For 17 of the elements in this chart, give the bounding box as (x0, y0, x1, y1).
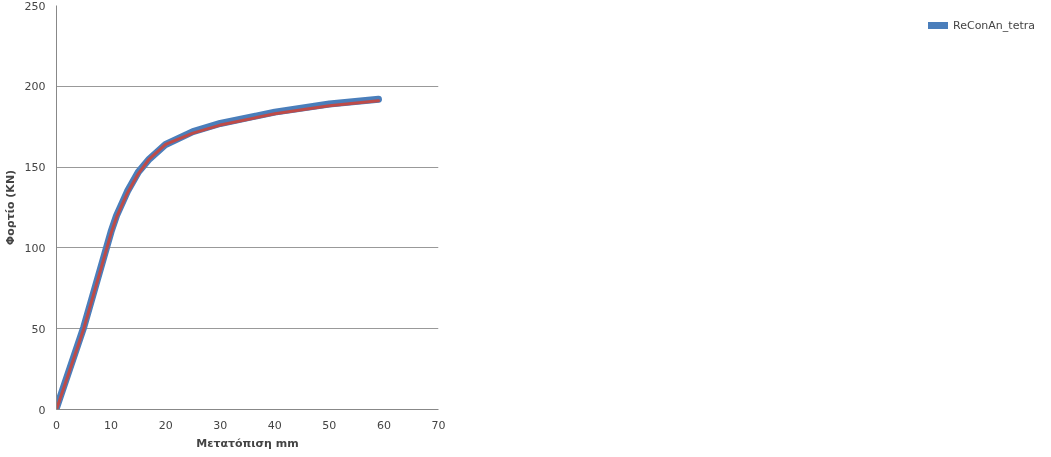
x-tick-label: 30 (213, 418, 228, 432)
x-tick-label: 60 (376, 418, 391, 432)
x-tick-label: 40 (267, 418, 282, 432)
y-tick-label: 100 (24, 241, 46, 255)
y-tick-label: 150 (24, 161, 46, 175)
y-tick-label: 50 (31, 322, 46, 336)
y-tick-label: 200 (24, 80, 46, 94)
x-tick-label: 0 (53, 418, 60, 432)
y-axis-title: Φορτίο (KN) (3, 169, 17, 246)
y-tick-label: 0 (38, 403, 46, 417)
x-tick-label: 70 (431, 418, 446, 432)
x-axis-title: Μετατόπιση mm (196, 436, 299, 450)
x-tick-label: 10 (104, 418, 119, 432)
x-tick-label: 50 (322, 418, 337, 432)
y-tick-label: 250 (24, 0, 46, 13)
legend-label: ReConAn_tetra (953, 18, 1035, 32)
x-tick-label: 20 (158, 418, 173, 432)
